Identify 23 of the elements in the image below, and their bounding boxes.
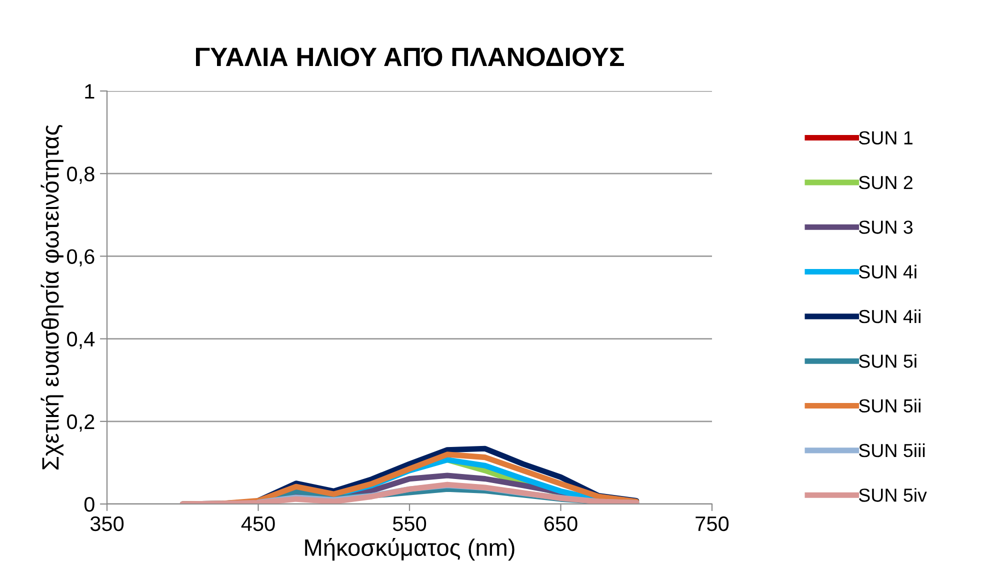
y-tick-label: 0,4	[67, 332, 95, 350]
y-tick-label: 1	[85, 84, 94, 99]
x-tick-label: 550	[392, 516, 426, 532]
x-tick-label: 650	[544, 516, 578, 532]
y-axis-title: Σχετική ευαισθησία φωτεινότητας	[40, 125, 64, 470]
legend-label: SUN 2	[859, 176, 912, 190]
y-tick-label: 0	[84, 497, 94, 512]
legend-label: SUN 1	[859, 131, 912, 145]
x-axis-title: Μήκοσκύματος (nm)	[305, 538, 514, 561]
y-tick-label: 0,6	[67, 249, 94, 266]
legend-label: SUN 5iv	[859, 488, 927, 502]
legend-label: SUN 5i	[859, 354, 916, 368]
x-tick-label: 350	[90, 516, 124, 532]
chart-title: ΓΥΑΛΙΑ ΗΛΙΟΥ ΑΠΌ ΠΛΑΝΟΔΙΟΥΣ	[196, 48, 624, 66]
y-tick-label: 0,2	[67, 414, 94, 432]
legend-label: SUN 3	[859, 220, 913, 234]
legend-label: SUN 5ii	[859, 398, 920, 413]
legend-label: SUN 4i	[859, 264, 916, 279]
x-tick-label: 450	[241, 516, 275, 532]
x-tick-label: 750	[696, 516, 729, 532]
legend-label: SUN 5iii	[859, 443, 925, 458]
y-tick-label: 0,8	[67, 166, 94, 184]
legend-label: SUN 4ii	[859, 309, 920, 324]
